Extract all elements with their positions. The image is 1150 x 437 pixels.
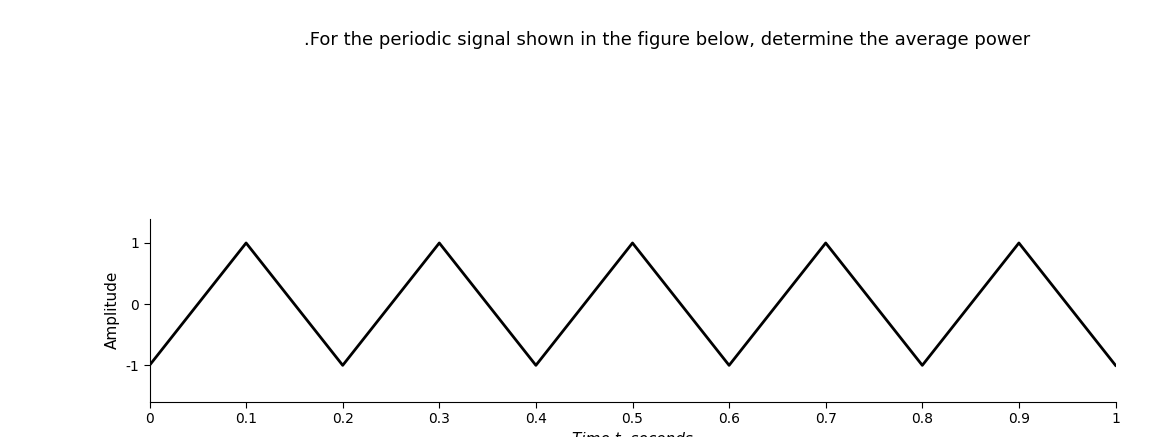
Text: .For the periodic signal shown in the figure below, determine the average power: .For the periodic signal shown in the fi… [304,31,1030,49]
Y-axis label: Amplitude: Amplitude [105,271,120,350]
X-axis label: Time t, seconds: Time t, seconds [572,432,693,437]
